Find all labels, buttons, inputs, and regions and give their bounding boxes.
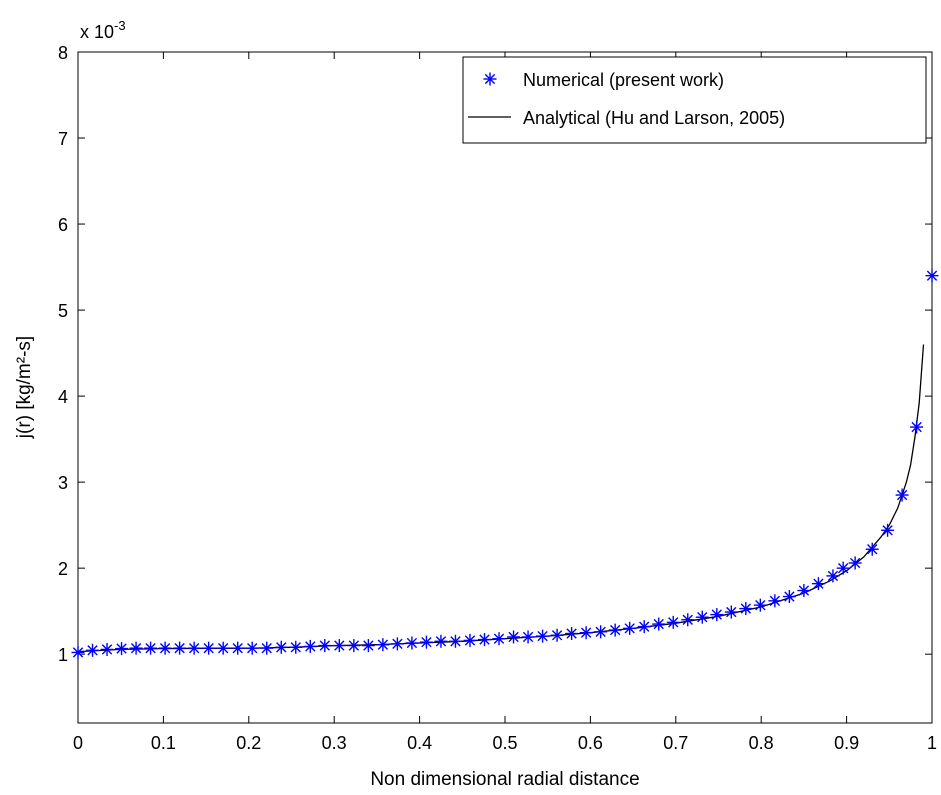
legend-label-analytical: Analytical (Hu and Larson, 2005) [523,108,785,128]
data-point [289,640,303,654]
y-tick-label: 4 [58,387,68,407]
data-point [739,602,753,616]
data-point [115,642,129,656]
y-tick-label: 8 [58,43,68,63]
y-tick-label: 5 [58,301,68,321]
data-point [507,630,521,644]
x-axis-label: Non dimensional radial distance [370,769,639,790]
data-point [100,642,114,656]
data-point [478,633,492,647]
data-point [158,641,172,655]
data-point [405,636,419,650]
x-tick-label: 0.1 [151,733,176,753]
data-point [187,641,201,655]
data-point [347,639,361,653]
y-exponent-label: x 10-3 [80,18,126,42]
x-tick-label: 1 [927,733,937,753]
axis-ticks: 0 0.1 0.2 0.3 0.4 0.5 0.6 0.7 0.8 0.9 1 1 2 3 4 5 6 7 8 [58,43,937,753]
data-point [202,641,216,655]
data-point [463,633,477,647]
data-point [318,639,332,653]
data-point [274,640,288,654]
x-tick-label: 0.7 [663,733,688,753]
data-point [448,634,462,648]
x-tick-label: 0.4 [407,733,432,753]
y-tick-label: 7 [58,129,68,149]
data-point [623,621,637,635]
data-point [637,620,651,634]
data-point [173,641,187,655]
data-point [550,628,564,642]
data-point [332,639,346,653]
y-tick-label: 1 [58,645,68,665]
data-point [910,420,924,434]
data-point [260,641,274,655]
legend-marker-numerical [483,72,497,86]
data-point [419,635,433,649]
x-tick-label: 0.2 [236,733,261,753]
numerical-series [71,269,939,659]
data-point [492,632,506,646]
data-point [826,569,840,583]
legend: Numerical (present work) Analytical (Hu … [462,56,927,144]
data-point [881,523,895,537]
data-point [608,623,622,637]
y-tick-label: 3 [58,473,68,493]
x-tick-label: 0.8 [749,733,774,753]
data-point [848,556,862,570]
data-point [710,608,724,622]
data-point [231,641,245,655]
data-point [836,561,850,575]
data-point [797,584,811,598]
data-point [782,590,796,604]
data-point [521,630,535,644]
x-tick-label: 0.6 [578,733,603,753]
data-point [695,610,709,624]
data-point [434,634,448,648]
data-point [129,641,143,655]
data-point [811,577,825,591]
x-tick-label: 0.3 [322,733,347,753]
data-point [565,627,579,641]
data-point [376,638,390,652]
data-point [245,641,259,655]
data-point [303,639,317,653]
data-point [144,641,158,655]
data-point [71,645,85,659]
data-point [86,643,100,657]
legend-box [462,56,927,144]
data-point [579,626,593,640]
data-point [865,542,879,556]
data-point [594,625,608,639]
legend-label-numerical: Numerical (present work) [523,70,724,90]
data-point [895,488,909,502]
y-axis-label: j(r) [kg/m²-s] [14,336,35,439]
data-point [666,615,680,629]
x-tick-label: 0.5 [492,733,517,753]
data-point [724,605,738,619]
x-tick-label: 0 [73,733,83,753]
data-point [361,639,375,653]
data-point [753,598,767,612]
data-point [925,269,939,283]
data-point [390,637,404,651]
data-point [768,594,782,608]
plot-area [77,51,933,724]
data-point [216,641,230,655]
legend-asterisk-icon [483,72,497,86]
y-tick-label: 2 [58,559,68,579]
y-tick-label: 6 [58,215,68,235]
x-tick-label: 0.9 [834,733,859,753]
data-point [652,617,666,631]
data-point [681,613,695,627]
data-point [536,629,550,643]
